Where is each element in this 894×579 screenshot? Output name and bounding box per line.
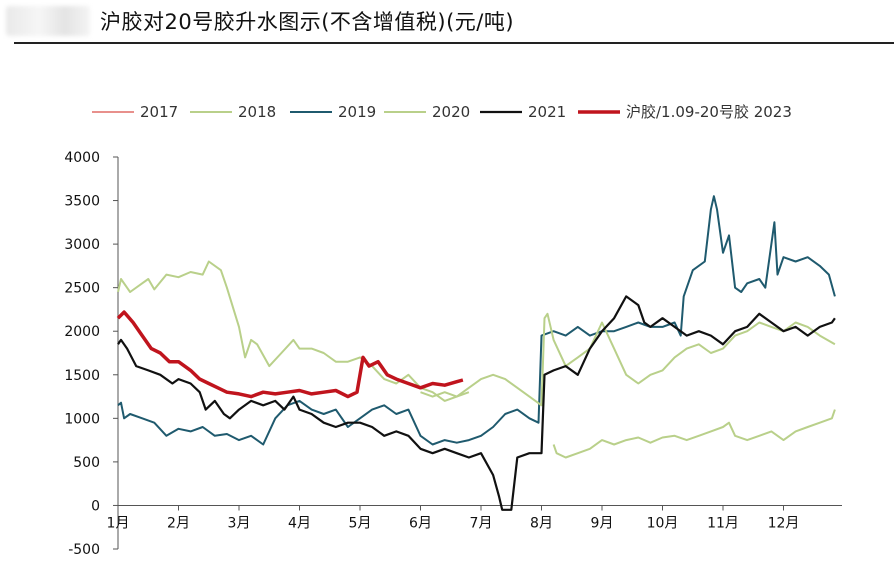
legend-label: 2017: [140, 103, 178, 121]
x-tick-label: 11月: [707, 515, 739, 531]
x-tick-label: 12月: [768, 515, 800, 531]
y-tick-label: 3000: [64, 237, 100, 253]
legend-label: 2021: [528, 103, 566, 121]
y-tick-label: 2500: [64, 281, 100, 297]
x-tick-label: 3月: [228, 515, 251, 531]
y-tick-label: 4000: [64, 150, 100, 166]
y-tick-label: 3500: [64, 194, 100, 210]
series-line: [117, 295, 836, 511]
series-line: [117, 260, 470, 402]
legend-label: 沪胶/1.09-20号胶 2023: [626, 103, 792, 121]
x-tick-label: 6月: [409, 515, 432, 531]
x-tick-label: 10月: [647, 515, 679, 531]
legend-label: 2018: [238, 103, 276, 121]
series-line: [116, 310, 464, 399]
series-lines: [116, 195, 836, 511]
series-line: [420, 312, 836, 407]
x-tick-label: 4月: [288, 515, 311, 531]
series-line: [117, 195, 836, 446]
legend: 2017 2018 2019 2020 2021 沪胶/1.09-20号胶 2023: [92, 103, 792, 121]
title-divider: [14, 42, 894, 44]
y-tick-label: 0: [91, 498, 100, 514]
y-axis: -500 0 500 1000 1500 2000 2500 3000 3500 4000: [64, 150, 119, 558]
y-tick-label: -500: [68, 542, 100, 558]
y-tick-label: 2000: [64, 324, 100, 340]
legend-label: 2020: [432, 103, 470, 121]
y-tick-label: 1500: [64, 368, 100, 384]
chart-title: 沪胶对20号胶升水图示(不含增值税)(元/吨): [100, 10, 515, 34]
legend-label: 2019: [338, 103, 376, 121]
y-tick-label: 500: [73, 455, 100, 471]
x-tick-label: 7月: [470, 515, 493, 531]
x-tick-label: 1月: [107, 515, 130, 531]
series-line: [552, 409, 836, 459]
x-tick-label: 5月: [349, 515, 372, 531]
x-tick-label: 8月: [530, 515, 553, 531]
x-tick-label: 2月: [167, 515, 190, 531]
blurred-logo: [6, 6, 90, 36]
x-axis: 1月 2月 3月 4月 5月 6月 7月 8月 9月 10月 11月 12月: [107, 504, 842, 531]
y-tick-label: 1000: [64, 411, 100, 427]
x-tick-label: 9月: [591, 515, 614, 531]
